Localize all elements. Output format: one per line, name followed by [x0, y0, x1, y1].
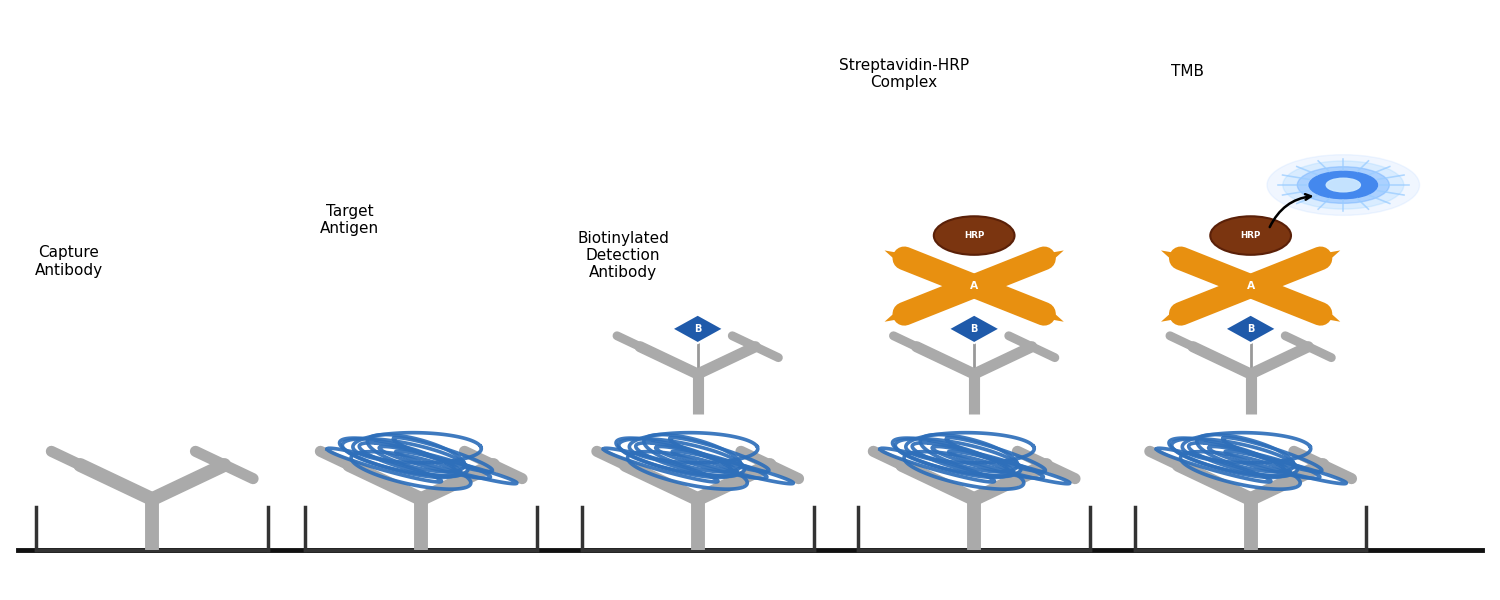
- Polygon shape: [1305, 308, 1341, 322]
- Text: Target
Antigen: Target Antigen: [320, 203, 380, 236]
- Polygon shape: [948, 314, 1000, 343]
- Polygon shape: [1161, 250, 1197, 265]
- Text: B: B: [694, 324, 702, 334]
- Polygon shape: [1028, 308, 1063, 322]
- Text: B: B: [970, 324, 978, 334]
- Polygon shape: [885, 308, 920, 322]
- Polygon shape: [1028, 250, 1063, 265]
- Text: B: B: [1246, 324, 1254, 334]
- Text: A: A: [1246, 281, 1256, 291]
- Text: Streptavidin-HRP
Complex: Streptavidin-HRP Complex: [839, 58, 969, 91]
- Polygon shape: [1161, 308, 1197, 322]
- Circle shape: [1326, 178, 1360, 192]
- Text: HRP: HRP: [1240, 231, 1262, 240]
- Text: A: A: [970, 281, 978, 291]
- Circle shape: [1298, 167, 1389, 203]
- Ellipse shape: [1210, 216, 1292, 255]
- Polygon shape: [1305, 250, 1341, 265]
- Polygon shape: [672, 314, 723, 343]
- Circle shape: [1310, 172, 1377, 199]
- Text: Capture
Antibody: Capture Antibody: [34, 245, 102, 278]
- Polygon shape: [1226, 314, 1276, 343]
- Circle shape: [1268, 155, 1419, 215]
- Text: TMB: TMB: [1172, 64, 1204, 79]
- Polygon shape: [885, 250, 920, 265]
- Circle shape: [1282, 161, 1404, 209]
- Text: HRP: HRP: [964, 231, 984, 240]
- Ellipse shape: [934, 216, 1014, 255]
- Text: Biotinylated
Detection
Antibody: Biotinylated Detection Antibody: [578, 230, 669, 280]
